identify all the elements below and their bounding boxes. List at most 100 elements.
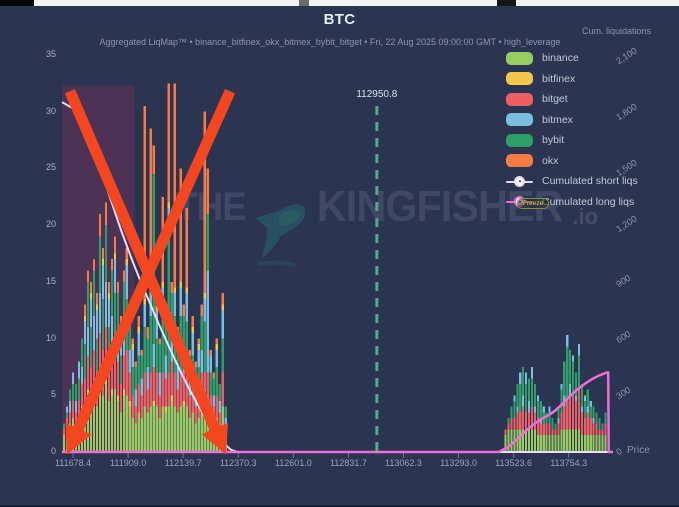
binance-swatch-icon	[506, 51, 533, 65]
left-cluster-bar-segment	[185, 406, 188, 452]
left-cluster-bar-segment	[173, 293, 176, 316]
left-cluster-bar-segment	[68, 389, 71, 401]
right-axis-title: Cum. liquidations	[581, 26, 651, 36]
right-cluster-bar-segment	[510, 417, 513, 430]
right-cluster-bar-segment	[548, 412, 551, 424]
right-cluster-bar-segment	[522, 406, 525, 430]
left-cluster-bar-segment	[101, 264, 104, 299]
legend-item-bitfinex[interactable]: bitfinex	[506, 69, 638, 90]
left-cluster-bar-segment	[155, 406, 158, 452]
left-cluster-bar-segment	[167, 372, 170, 407]
right-cluster-bar-segment	[560, 389, 563, 413]
left-cluster-bar-segment	[92, 270, 95, 316]
left-cluster-bar-segment	[155, 372, 158, 407]
left-cluster-bar-segment	[170, 400, 173, 452]
left-cluster-bar-segment	[185, 208, 188, 288]
legend-item-okx[interactable]: okx	[506, 151, 638, 172]
right-cluster-bar-segment	[580, 383, 583, 407]
right-cluster-bar-segment	[510, 429, 513, 452]
left-cluster-bar-segment	[149, 406, 152, 452]
right-cluster-bar-segment	[572, 361, 575, 396]
legend-item-bitmex[interactable]: bitmex	[506, 110, 638, 131]
right-cluster-bar-segment	[528, 412, 531, 430]
left-cluster-bar-segment	[188, 417, 191, 452]
left-cluster-bar-segment	[116, 395, 119, 401]
left-cluster-bar-segment	[152, 366, 155, 401]
left-cluster-bar-segment	[128, 315, 131, 350]
left-cluster-bar-segment	[185, 287, 188, 294]
left-cluster-bar-segment	[65, 406, 68, 413]
left-cluster-bar-segment	[131, 344, 134, 350]
left-cluster-bar-segment	[86, 327, 89, 356]
left-cluster-bar-segment	[152, 344, 155, 367]
y-left-tick-label: 30	[45, 105, 56, 116]
left-cluster-bar-segment	[113, 344, 116, 390]
y-left-tick-label: 15	[45, 275, 56, 286]
left-cluster-bar-segment	[203, 293, 206, 299]
right-cluster-bar-segment	[574, 429, 578, 452]
left-cluster-bar-segment	[62, 429, 65, 435]
legend-item-cumulated-short-liqs[interactable]: Cumulated short liqs	[506, 171, 638, 192]
left-cluster-bar-segment	[191, 383, 194, 413]
left-cluster-bar-segment	[143, 304, 146, 328]
left-cluster-bar-segment	[62, 434, 65, 452]
right-cluster-bar-segment	[530, 366, 534, 379]
legend-item-bitget[interactable]: bitget	[506, 89, 638, 110]
left-cluster-bar-segment	[125, 395, 128, 452]
right-cluster-bar-segment	[577, 429, 581, 452]
left-cluster-bar-segment	[215, 366, 218, 396]
left-cluster-bar-segment	[209, 349, 212, 356]
left-cluster-bar-segment	[152, 400, 155, 407]
left-cluster-bar-segment	[176, 412, 179, 452]
x-tick-label: 112601.0	[274, 458, 312, 468]
right-cluster-bar-segment	[539, 434, 542, 452]
right-cluster-bar-segment	[601, 434, 604, 452]
right-cluster-bar-segment	[554, 434, 557, 452]
legend-item-binance[interactable]: binance	[506, 48, 638, 69]
left-cluster-bar-segment	[86, 389, 89, 396]
right-cluster-bar-segment	[589, 400, 592, 407]
right-cluster-bar-segment	[563, 406, 566, 430]
left-cluster-bar-segment	[125, 264, 128, 299]
left-cluster-bar-segment	[164, 355, 167, 379]
left-cluster-bar-segment	[200, 349, 203, 373]
left-cluster-bar-segment	[182, 372, 185, 401]
left-cluster-bar-segment	[113, 253, 116, 260]
left-cluster-bar-segment	[185, 293, 188, 322]
left-cluster-bar-segment	[128, 400, 131, 407]
left-cluster-bar-segment	[221, 310, 224, 339]
left-cluster-bar-segment	[170, 293, 173, 333]
right-cluster-bar-segment	[548, 406, 551, 413]
right-cluster-bar-segment	[601, 429, 604, 435]
x-tick-label: 113293.0	[440, 458, 477, 468]
left-cluster-bar-segment	[221, 406, 224, 452]
left-cluster-bar-segment	[215, 338, 218, 345]
x-tick-label: 113523.6	[495, 458, 533, 468]
right-cluster-bar-segment	[601, 423, 604, 430]
right-cluster-bar-segment	[583, 395, 586, 401]
freeze-badge[interactable]: Freeze	[517, 198, 550, 209]
right-cluster-bar-segment	[583, 434, 586, 452]
left-cluster-bar-segment	[224, 406, 227, 418]
right-cluster-bar-segment	[554, 423, 557, 430]
right-cluster-bar-segment	[566, 400, 569, 430]
left-cluster-bar-segment	[188, 395, 191, 418]
left-cluster-bar-segment	[215, 349, 218, 367]
top-edge-notch	[299, 0, 309, 6]
left-cluster-bar-segment	[194, 361, 197, 367]
right-cluster-bar-segment	[589, 434, 592, 452]
left-cluster-bar-segment	[146, 338, 149, 367]
y-left-tick-label: 20	[45, 219, 56, 230]
left-cluster-bar-segment	[140, 378, 143, 396]
left-cluster-bar-segment	[164, 378, 167, 407]
left-cluster-bar-segment	[83, 378, 86, 407]
left-cluster-bar-segment	[104, 202, 107, 226]
left-cluster-bar-segment	[191, 332, 194, 356]
left-cluster-bar-segment	[113, 389, 116, 452]
left-cluster-bar-segment	[143, 106, 146, 299]
legend-label: bitmex	[542, 113, 573, 126]
left-cluster-bar-segment	[218, 383, 221, 401]
legend-item-bybit[interactable]: bybit	[506, 130, 638, 151]
right-cluster-bar-segment	[574, 400, 578, 430]
left-cluster-bar-segment	[173, 287, 176, 294]
